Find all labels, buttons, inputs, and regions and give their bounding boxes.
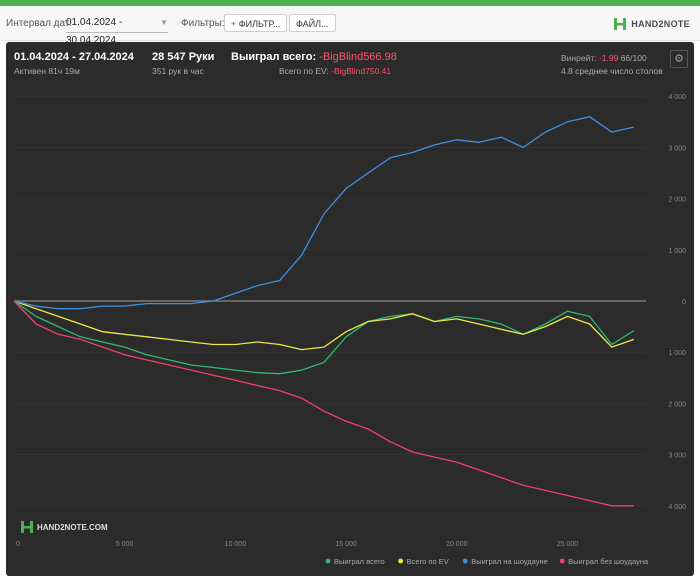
legend-label: Выиграл на шоудауне xyxy=(471,557,548,566)
gear-icon[interactable]: ⚙ xyxy=(670,50,688,68)
legend-label: Выиграл без шоудауна xyxy=(568,557,649,566)
x-tick-label: 20 000 xyxy=(446,541,468,548)
active-time: Активен 81ч 19м xyxy=(14,66,80,76)
legend-label: Выиграл всего xyxy=(334,557,385,566)
series-line xyxy=(13,300,635,351)
won-total-value: -BigBlind566.98 xyxy=(319,51,397,63)
legend-label: Всего по EV xyxy=(407,557,449,566)
winnings-chart: 4 000 3 000 2 000 1 000 0 1 000 2 000 3 000 4 00… xyxy=(13,94,686,566)
brand-logo: HAND2NOTE xyxy=(613,16,690,32)
file-button-label: ФАЙЛ... xyxy=(296,19,329,29)
y-tick-label: 2 000 xyxy=(668,197,686,204)
hands-per-hour: 351 рук в час xyxy=(152,66,204,76)
chart-grid xyxy=(14,95,646,507)
filter-bar: Интервал дат: 01.04.2024 - 30.04.2024 ▼ … xyxy=(0,6,700,46)
watermark: HAND2NOTE.COM xyxy=(20,520,108,534)
won-total: Выиграл всего: -BigBlind566.98 xyxy=(231,51,397,63)
y-tick-label: 3 000 xyxy=(668,145,686,152)
legend-marker xyxy=(462,558,468,564)
winrate-unit: 66/100 xyxy=(620,53,647,63)
winrate-value: -1.99 xyxy=(598,53,619,63)
series-line xyxy=(13,300,635,375)
winrate: Винрейт: -1.99 66/100 xyxy=(561,53,647,63)
date-range-select[interactable]: 01.04.2024 - 30.04.2024 ▼ xyxy=(66,14,168,46)
x-tick-label: 10 000 xyxy=(225,541,247,548)
won-total-label: Выиграл всего: xyxy=(231,51,317,63)
x-tick-label: 15 000 xyxy=(335,541,357,548)
y-tick-label: 1 000 xyxy=(668,350,686,357)
x-tick-label: 0 xyxy=(16,541,20,548)
legend-marker xyxy=(398,558,404,564)
series-line xyxy=(13,300,634,507)
chevron-down-icon: ▼ xyxy=(160,18,168,27)
chart-legend: Выиграл всего Всего по EV Выиграл на шоуда… xyxy=(325,557,649,566)
file-button[interactable]: ФАЙЛ... xyxy=(289,14,336,32)
x-tick-label: 25 000 xyxy=(557,541,579,548)
ev-total: Всего по EV: -BigBlind750.41 xyxy=(279,66,391,76)
top-accent-bar xyxy=(0,0,700,6)
hand2note-watermark-icon xyxy=(21,521,33,533)
watermark-text: HAND2NOTE.COM xyxy=(37,522,108,532)
period-text: 01.04.2024 - 27.04.2024 xyxy=(14,51,134,63)
y-tick-label: 3 000 xyxy=(668,453,686,460)
avg-tables: 4.8 среднее число столов xyxy=(561,66,663,76)
plus-icon: + xyxy=(231,19,237,29)
y-tick-label: 4 000 xyxy=(668,504,686,511)
brand-name: HAND2NOTE xyxy=(631,19,690,29)
ev-value: -BigBlind750.41 xyxy=(331,66,392,76)
y-tick-label: 1 000 xyxy=(668,248,686,255)
filter-button-label: ФИЛЬТР... xyxy=(238,19,281,29)
series-line xyxy=(13,116,635,310)
winrate-label: Винрейт: xyxy=(561,53,597,63)
add-filter-button[interactable]: + ФИЛЬТР... xyxy=(224,14,288,32)
x-tick-label: 5 000 xyxy=(116,541,134,548)
graph-panel: 01.04.2024 - 27.04.2024 Активен 81ч 19м … xyxy=(6,42,694,576)
x-axis-ticks: 0 5 000 10 000 15 000 20 000 25 000 xyxy=(16,541,578,548)
legend-marker xyxy=(325,558,331,564)
date-range-value: 01.04.2024 - 30.04.2024 xyxy=(66,17,123,46)
hands-count: 28 547 Руки xyxy=(152,51,215,63)
ev-label: Всего по EV: xyxy=(279,66,329,76)
y-axis-ticks: 4 000 3 000 2 000 1 000 0 1 000 2 000 3 000 4 00… xyxy=(668,94,686,511)
y-tick-label: 0 xyxy=(682,299,686,306)
interval-label: Интервал дат: xyxy=(6,18,73,29)
chart-lines xyxy=(13,116,635,507)
y-tick-label: 2 000 xyxy=(668,401,686,408)
filters-label: Фильтры: xyxy=(181,18,225,29)
legend-marker xyxy=(559,558,565,564)
hand2note-logo-icon xyxy=(614,18,627,30)
y-tick-label: 4 000 xyxy=(668,94,686,101)
